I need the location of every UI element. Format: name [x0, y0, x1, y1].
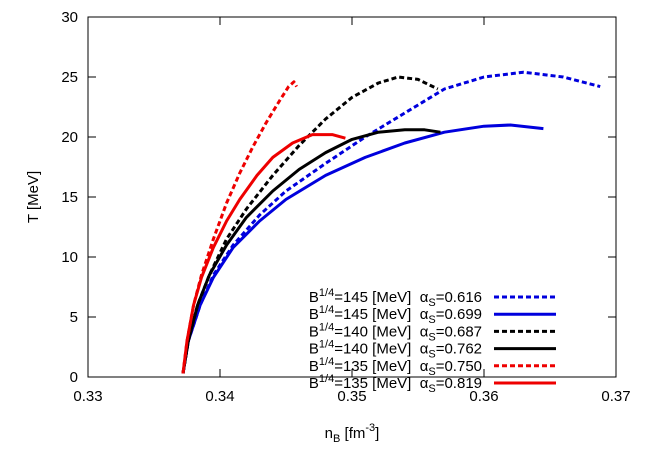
- legend-text-part: 1/4: [319, 321, 334, 333]
- x-axis-label-sub: B: [333, 433, 340, 445]
- legend-spacer: [411, 358, 419, 375]
- x-tick-label: 0.34: [205, 388, 234, 405]
- x-tick-label: 0.33: [73, 388, 102, 405]
- legend-text-part: B: [309, 306, 319, 323]
- legend-text-part: S: [428, 349, 435, 361]
- legend-text-part: =0.819: [436, 375, 482, 392]
- legend-text-part: =140 [MeV]: [334, 341, 411, 358]
- legend-text-part: =0.699: [436, 306, 482, 323]
- legend-text-part: S: [428, 297, 435, 309]
- legend-text-part: =0.616: [436, 289, 482, 306]
- legend-entry-4: B1/4=140 [MeV] αS=0.762: [309, 339, 482, 361]
- legend-text-part: S: [428, 314, 435, 326]
- legend-text-part: B: [309, 289, 319, 306]
- legend-text-part: 1/4: [319, 356, 334, 368]
- legend-spacer: [411, 341, 419, 358]
- legend-text-part: B: [309, 323, 319, 340]
- series-line-6: [181, 133, 346, 374]
- y-tick-label: 25: [61, 69, 78, 86]
- legend-text-part: S: [428, 366, 435, 378]
- legend-text-part: 1/4: [319, 373, 334, 385]
- legend-text-part: =135 [MeV]: [334, 358, 411, 375]
- legend-entry-5: B1/4=135 [MeV] αS=0.750: [309, 356, 482, 378]
- legend-spacer: [411, 306, 419, 323]
- legend-text-part: B: [309, 358, 319, 375]
- legend-spacer: [411, 289, 419, 306]
- legend-text-part: =135 [MeV]: [334, 375, 411, 392]
- series-curves: [181, 70, 601, 374]
- legend-text-part: α: [420, 306, 429, 323]
- x-axis-label-main: n: [325, 425, 333, 442]
- x-axis-label-unit-sup: -3: [365, 422, 375, 434]
- legend-spacer: [411, 323, 419, 340]
- y-tick-label: 10: [61, 249, 78, 266]
- legend-text-part: S: [428, 331, 435, 343]
- x-tick-label: 0.37: [601, 388, 630, 405]
- y-tick-label: 5: [70, 309, 78, 326]
- series-line-2: [181, 123, 544, 374]
- legend-entry-2: B1/4=145 [MeV] αS=0.699: [309, 304, 482, 326]
- legend-text-part: α: [420, 375, 429, 392]
- x-tick-label: 0.36: [469, 388, 498, 405]
- legend-text-part: B: [309, 341, 319, 358]
- legend-text-part: S: [428, 383, 435, 395]
- legend-text-part: B: [309, 375, 319, 392]
- y-tick-label: 15: [61, 189, 78, 206]
- legend-spacer: [411, 375, 419, 392]
- series-line-5: [181, 80, 298, 374]
- x-axis-label: nB [fm-3]: [325, 422, 380, 445]
- legend-text-part: =0.762: [436, 341, 482, 358]
- series-line-4: [181, 128, 441, 374]
- legend-text-part: 1/4: [319, 304, 334, 316]
- x-axis-label-unit-close: ]: [375, 425, 379, 442]
- legend-text-part: =0.687: [436, 323, 482, 340]
- legend-entry-6: B1/4=135 [MeV] αS=0.819: [309, 373, 482, 395]
- y-tick-label: 30: [61, 9, 78, 26]
- tick-group: 0.33 0.34 0.35 0.36 0.37 0 5 10 15 20 25 30: [61, 9, 630, 405]
- y-tick-label: 20: [61, 129, 78, 146]
- legend-text-part: =140 [MeV]: [334, 323, 411, 340]
- y-axis-label: T [MeV]: [25, 171, 42, 223]
- legend-text-part: 1/4: [319, 339, 334, 351]
- legend-text-part: =145 [MeV]: [334, 289, 411, 306]
- legend-text-part: α: [420, 289, 429, 306]
- legend-entry-3: B1/4=140 [MeV] αS=0.687: [309, 321, 482, 343]
- y-tick-label: 0: [70, 369, 78, 386]
- x-tick-label: 0.35: [337, 388, 366, 405]
- x-axis-label-unit: [fm: [340, 425, 365, 442]
- legend-entry-1: B1/4=145 [MeV] αS=0.616: [309, 287, 482, 309]
- legend-text-part: α: [420, 323, 429, 340]
- legend-text-part: 1/4: [319, 287, 334, 299]
- legend-text-part: α: [420, 358, 429, 375]
- legend-text-part: =0.750: [436, 358, 482, 375]
- legend-text-part: =145 [MeV]: [334, 306, 411, 323]
- legend-text-part: α: [420, 341, 429, 358]
